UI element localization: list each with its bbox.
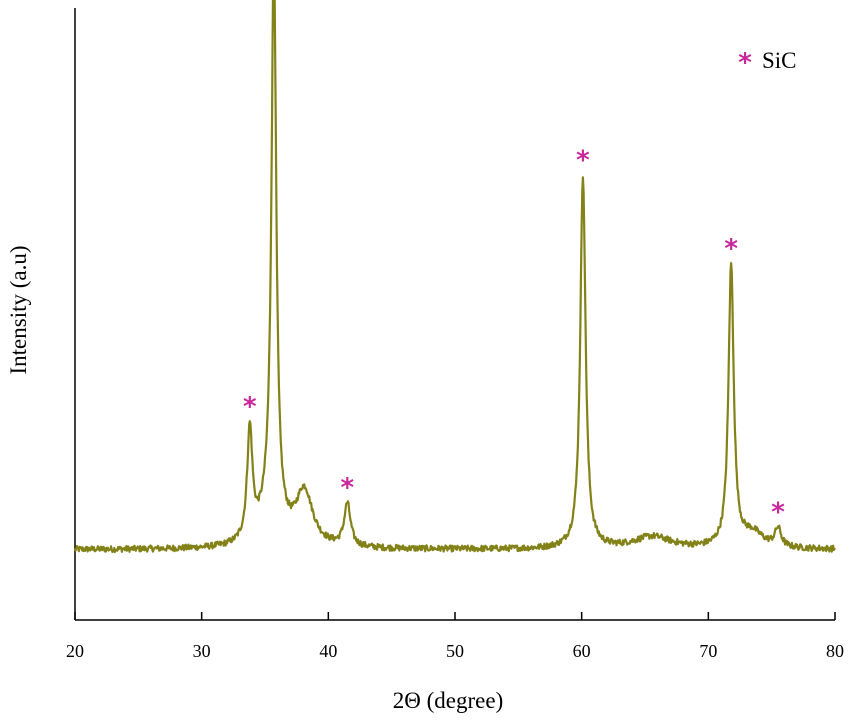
plot-frame bbox=[74, 8, 835, 621]
x-tick-label: 60 bbox=[573, 641, 591, 661]
series-line bbox=[73, 0, 836, 554]
peak-marker-star: * bbox=[724, 234, 738, 264]
peak-marker-star: * bbox=[341, 473, 355, 503]
x-tick-label: 80 bbox=[826, 641, 844, 661]
x-tick-label: 70 bbox=[699, 641, 717, 661]
peak-markers: ****** bbox=[243, 146, 785, 528]
x-tick-label: 30 bbox=[193, 641, 211, 661]
peak-marker-star: * bbox=[771, 497, 785, 527]
x-tick-label: 40 bbox=[319, 641, 337, 661]
x-tick-label: 50 bbox=[446, 641, 464, 661]
peak-marker-star: * bbox=[243, 392, 257, 422]
y-axis-title: Intensity (a.u) bbox=[6, 245, 31, 374]
legend: * SiC bbox=[738, 48, 796, 78]
x-axis-title: 2Θ (degree) bbox=[393, 688, 503, 713]
peak-marker-star: * bbox=[576, 146, 590, 176]
x-ticks: 20 30 40 50 60 70 80 bbox=[66, 612, 844, 661]
legend-label: SiC bbox=[762, 48, 797, 73]
x-tick-label: 20 bbox=[66, 641, 84, 661]
legend-marker: * bbox=[738, 48, 752, 78]
